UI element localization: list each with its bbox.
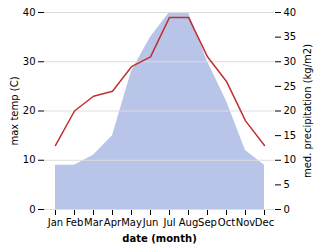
svg-text:20: 20	[284, 105, 297, 116]
svg-text:Oct: Oct	[218, 217, 235, 228]
svg-text:20: 20	[23, 105, 36, 116]
svg-text:Jan: Jan	[47, 217, 63, 228]
svg-text:10: 10	[284, 154, 297, 165]
svg-text:30: 30	[284, 56, 297, 67]
svg-text:5: 5	[284, 179, 290, 190]
svg-text:Jul: Jul	[162, 217, 175, 228]
svg-text:10: 10	[23, 154, 36, 165]
svg-text:Jun: Jun	[142, 217, 159, 228]
svg-text:date (month): date (month)	[122, 233, 196, 244]
svg-text:med. precipitation (kg/m2): med. precipitation (kg/m2)	[302, 44, 313, 178]
svg-text:May: May	[121, 217, 142, 228]
svg-text:25: 25	[284, 81, 297, 92]
svg-text:Feb: Feb	[66, 217, 84, 228]
svg-text:40: 40	[23, 7, 36, 18]
svg-text:30: 30	[23, 56, 36, 67]
svg-text:35: 35	[284, 31, 297, 42]
svg-text:0: 0	[29, 204, 35, 215]
svg-text:Apr: Apr	[104, 217, 122, 228]
svg-text:Nov: Nov	[236, 217, 256, 228]
svg-text:max temp (C): max temp (C)	[9, 76, 20, 145]
svg-text:Aug: Aug	[179, 217, 199, 228]
svg-text:40: 40	[284, 7, 297, 18]
svg-text:Dec: Dec	[255, 217, 274, 228]
svg-text:15: 15	[284, 130, 297, 141]
svg-text:Sep: Sep	[198, 217, 217, 228]
svg-text:0: 0	[284, 204, 290, 215]
svg-text:Mar: Mar	[84, 217, 104, 228]
